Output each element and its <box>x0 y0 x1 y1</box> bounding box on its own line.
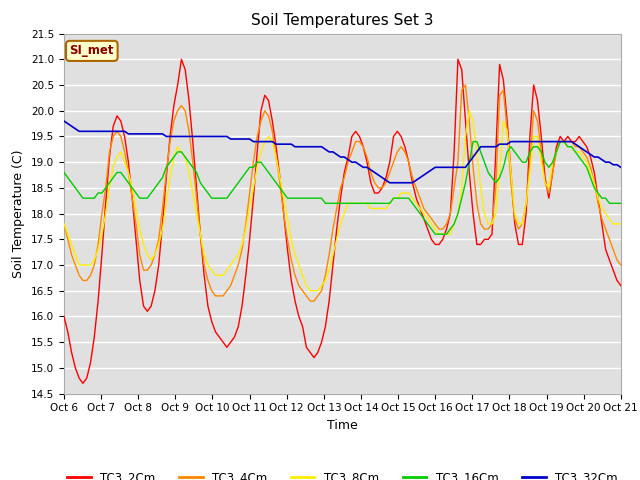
Legend: TC3_2Cm, TC3_4Cm, TC3_8Cm, TC3_16Cm, TC3_32Cm: TC3_2Cm, TC3_4Cm, TC3_8Cm, TC3_16Cm, TC3… <box>62 466 623 480</box>
X-axis label: Time: Time <box>327 419 358 432</box>
Title: Soil Temperatures Set 3: Soil Temperatures Set 3 <box>251 13 434 28</box>
Text: SI_met: SI_met <box>70 44 114 58</box>
Y-axis label: Soil Temperature (C): Soil Temperature (C) <box>12 149 26 278</box>
